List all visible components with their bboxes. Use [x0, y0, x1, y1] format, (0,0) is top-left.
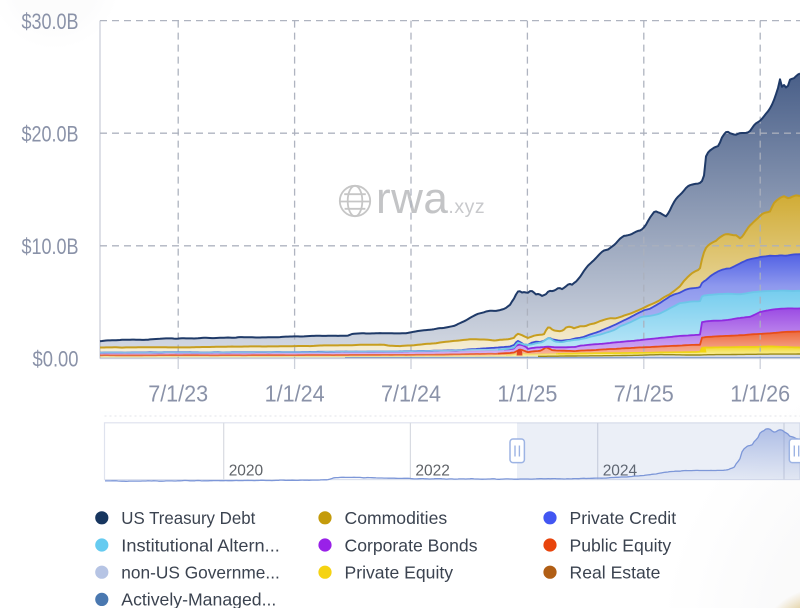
svg-text:rwa.xyz: rwa.xyz — [376, 174, 485, 223]
svg-text:1/1/26: 1/1/26 — [730, 380, 790, 406]
svg-text:$20.0B: $20.0B — [22, 121, 79, 146]
svg-text:7/1/24: 7/1/24 — [381, 380, 441, 406]
svg-text:$10.0B: $10.0B — [22, 234, 79, 259]
svg-text:1/1/25: 1/1/25 — [497, 380, 557, 406]
svg-text:7/1/23: 7/1/23 — [148, 380, 208, 406]
svg-text:Corporate Bonds: Corporate Bonds — [345, 535, 478, 555]
svg-text:$30.0B: $30.0B — [22, 9, 79, 34]
svg-text:Private Credit: Private Credit — [570, 508, 677, 528]
svg-text:US Treasury Debt: US Treasury Debt — [121, 508, 255, 528]
svg-text:Real Estate: Real Estate — [570, 563, 661, 583]
svg-text:2022: 2022 — [415, 463, 449, 480]
svg-text:non-US Governme...: non-US Governme... — [121, 563, 279, 583]
svg-text:Commodities: Commodities — [345, 508, 448, 528]
svg-text:7/1/25: 7/1/25 — [614, 380, 674, 406]
svg-text:2024: 2024 — [603, 463, 638, 480]
svg-text:$0.00: $0.00 — [33, 347, 79, 372]
svg-text:Institutional Altern...: Institutional Altern... — [121, 535, 279, 555]
svg-text:Actively-Managed...: Actively-Managed... — [121, 590, 276, 608]
svg-text:1/1/24: 1/1/24 — [265, 380, 325, 406]
svg-text:2020: 2020 — [229, 463, 264, 480]
svg-text:Private Equity: Private Equity — [345, 563, 454, 583]
svg-text:Public Equity: Public Equity — [570, 535, 672, 555]
